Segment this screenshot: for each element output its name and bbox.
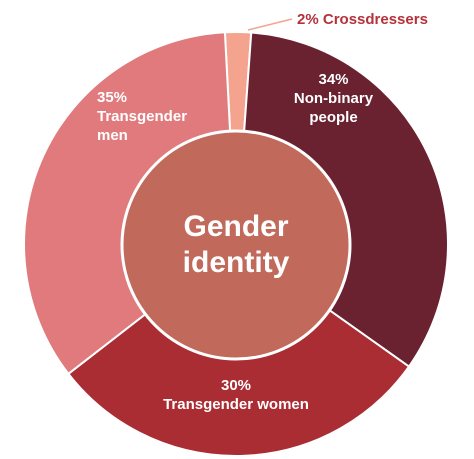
center-hole [120, 129, 352, 361]
data-label: 2% Crossdressers [297, 10, 428, 29]
leader-line [247, 18, 293, 31]
value-label: 30% [220, 377, 252, 394]
data-label: 35% Transgender men [97, 88, 222, 145]
chart-title: Gender identity [182, 210, 290, 279]
data-label: 34% Non-binary people [276, 70, 391, 127]
value-label: 34% [318, 71, 349, 88]
category-label: Transgender women [163, 396, 309, 413]
category-label: Non-binary people [293, 90, 374, 126]
value-label: 35% [97, 89, 128, 106]
data-label: 30% Transgender women [126, 376, 346, 414]
value-label: 2% [297, 11, 319, 28]
category-label: Transgender men [97, 108, 188, 144]
category-label: Crossdressers [322, 11, 428, 28]
